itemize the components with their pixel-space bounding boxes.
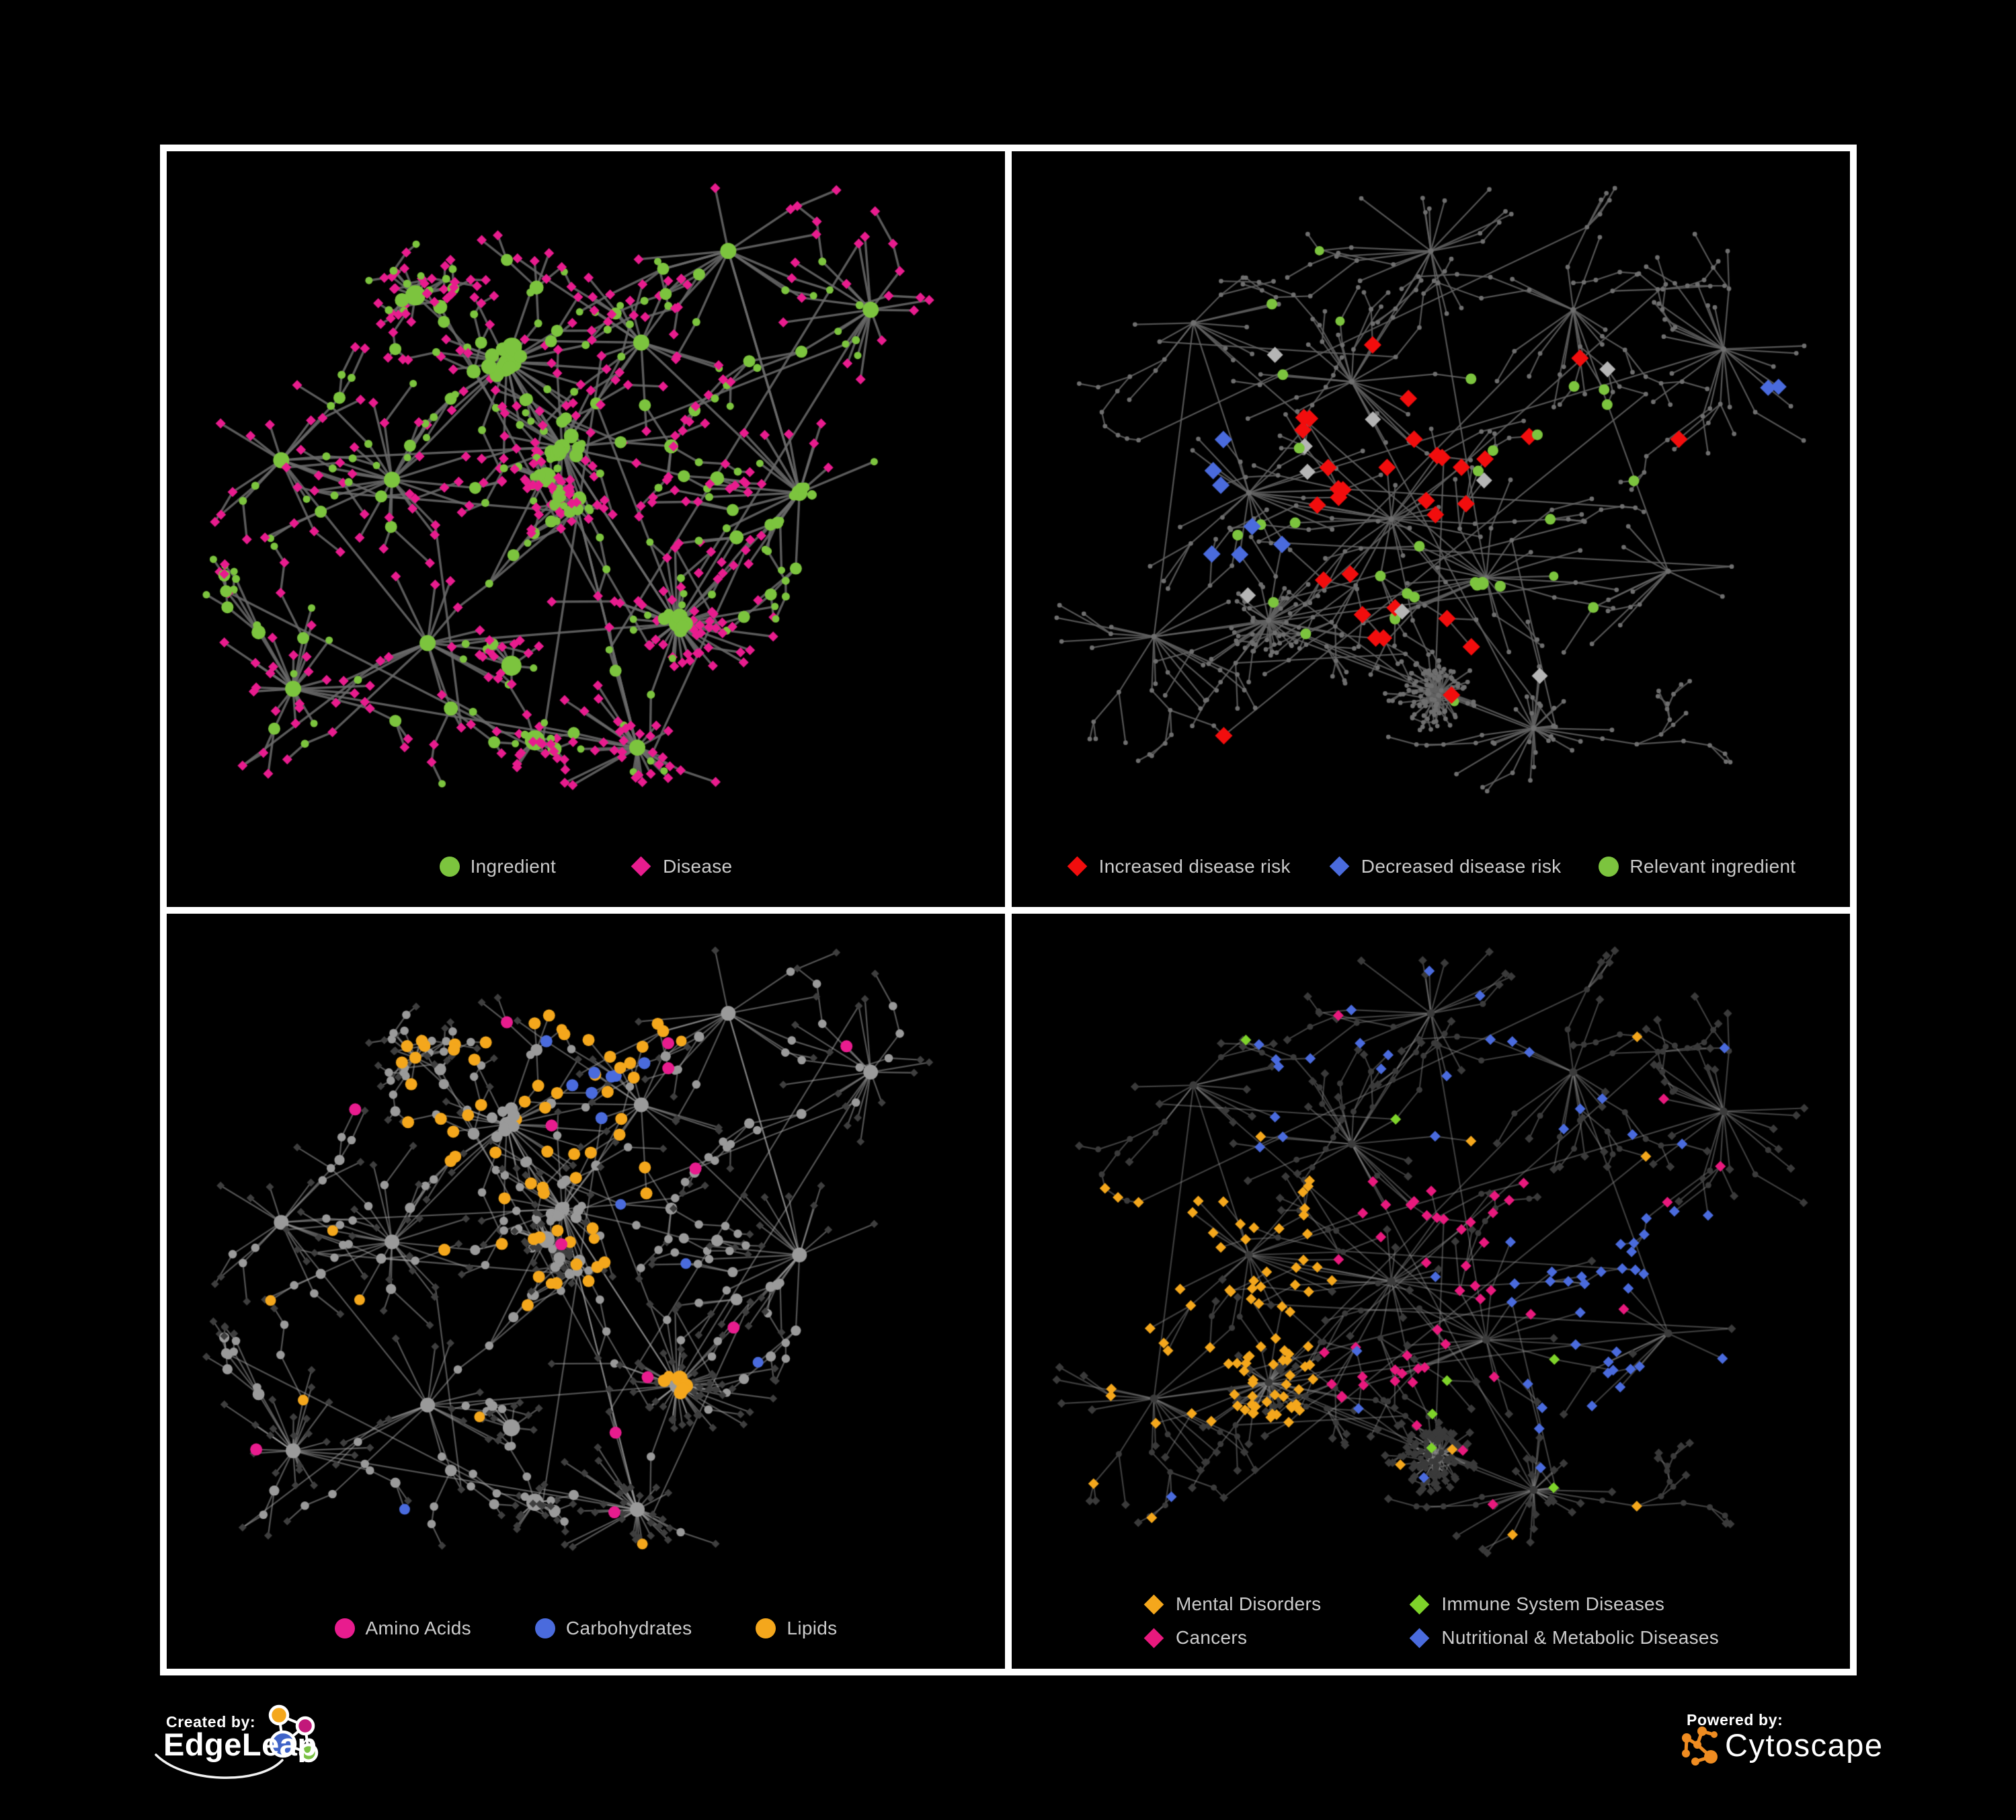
legend-label: Nutritional & Metabolic Diseases [1441,1627,1720,1648]
disease-swatch-icon [631,856,651,877]
cancers-swatch-icon [1143,1628,1164,1648]
legend-label: Immune System Diseases [1441,1593,1665,1614]
legend-item-lipids: Lipids [756,1618,837,1639]
legend-item-mental-disorders: Mental Disorders [1143,1593,1321,1615]
legend-disease-risk: Increased disease risk Decreased disease… [1012,856,1850,877]
panel-disease-classes: Mental Disorders Immune System Diseases … [1008,910,1853,1672]
legend-item-amino-acids: Amino Acids [334,1618,471,1639]
ingredient-swatch-icon [439,856,460,877]
legend-item-immune-system-diseases: Immune System Diseases [1408,1593,1719,1615]
lipids-swatch-icon [756,1618,776,1638]
legend-ingredient-disease: Ingredient Disease [167,856,1005,877]
four-panel-figure: Ingredient Disease Increased disease ris… [160,145,1857,1675]
legend-item-cancers: Cancers [1143,1627,1321,1649]
network-canvas-nutrient-classes [167,913,1005,1669]
legend-item-carbohydrates: Carbohydrates [534,1618,692,1639]
legend-label: Amino Acids [365,1618,471,1638]
decreased-risk-swatch-icon [1329,856,1350,877]
panel-ingredient-disease: Ingredient Disease [163,148,1008,910]
legend-label: Carbohydrates [565,1618,692,1638]
legend-item-nutritional-metabolic-diseases: Nutritional & Metabolic Diseases [1408,1627,1719,1649]
created-by-label: Created by: [166,1713,256,1731]
powered-by-label: Powered by: [1687,1711,1783,1729]
legend-item-decreased-risk: Decreased disease risk [1328,856,1562,877]
legend-label: Disease [663,855,733,877]
relevant-ingredient-swatch-icon [1599,856,1619,877]
legend-disease-classes: Mental Disorders Immune System Diseases … [1012,1593,1850,1649]
metabolic-diseases-swatch-icon [1410,1628,1430,1648]
legend-label: Cancers [1175,1627,1248,1648]
legend-label: Decreased disease risk [1361,855,1562,877]
legend-item-increased-risk: Increased disease risk [1066,856,1291,877]
carbohydrates-swatch-icon [534,1618,555,1638]
network-canvas-disease-classes [1012,913,1850,1669]
legend-label: Increased disease risk [1098,855,1291,877]
cytoscape-wordmark: Cytoscape [1725,1727,1884,1763]
mental-disorders-swatch-icon [1143,1594,1164,1614]
legend-item-disease: Disease [630,856,732,877]
legend-label: Mental Disorders [1175,1593,1322,1614]
panel-nutrient-classes: Amino Acids Carbohydrates Lipids [163,910,1008,1672]
amino-acids-swatch-icon [334,1618,355,1638]
legend-item-ingredient: Ingredient [439,855,557,877]
legend-label: Relevant ingredient [1629,855,1796,877]
network-canvas-ingredient-disease [167,151,1005,907]
network-canvas-disease-risk [1012,151,1850,907]
panel-disease-risk: Increased disease risk Decreased disease… [1008,148,1853,910]
immune-diseases-swatch-icon [1410,1594,1430,1614]
legend-item-relevant-ingredient: Relevant ingredient [1599,856,1796,877]
legend-label: Ingredient [470,855,557,877]
legend-label: Lipids [787,1618,838,1638]
increased-risk-swatch-icon [1067,856,1087,877]
edgeleap-wordmark: EdgeLeap [163,1727,317,1762]
legend-nutrient-classes: Amino Acids Carbohydrates Lipids [167,1618,1005,1639]
cytoscape-icon [1682,1727,1718,1766]
